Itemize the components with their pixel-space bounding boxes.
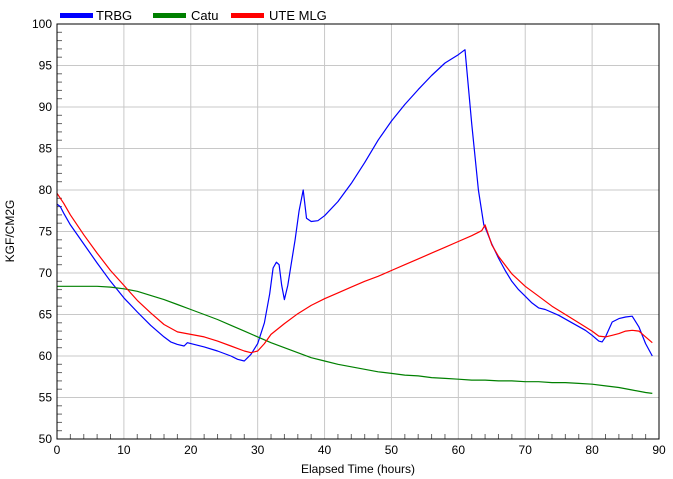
x-axis-label: Elapsed Time (hours)	[301, 462, 415, 476]
plot-frame	[56, 23, 660, 440]
legend-label-trbg: TRBG	[96, 8, 132, 23]
legend: TRBG Catu UTE MLG	[60, 8, 327, 23]
x-tick-label: 0	[54, 443, 61, 457]
x-tick-label: 10	[117, 443, 131, 457]
minor-ticks	[57, 31, 647, 439]
y-tick-label: 50	[39, 432, 53, 446]
x-tick-label: 80	[585, 443, 599, 457]
series-lines	[56, 49, 653, 394]
series-line-ute-mlg	[56, 192, 653, 354]
legend-label-catu: Catu	[191, 8, 218, 23]
x-tick-label: 70	[519, 443, 533, 457]
legend-label-ute-mlg: UTE MLG	[269, 8, 327, 23]
x-tick-label: 50	[385, 443, 399, 457]
y-tick-label: 80	[39, 183, 53, 197]
grid	[57, 24, 659, 439]
legend-swatch-ute-mlg	[231, 13, 264, 18]
x-tick-label: 40	[318, 443, 332, 457]
series-line-trbg	[56, 49, 653, 362]
y-tick-label: 75	[39, 225, 53, 239]
y-tick-label: 85	[39, 142, 53, 156]
y-tick-label: 95	[39, 59, 53, 73]
legend-swatch-trbg	[60, 13, 93, 18]
x-tick-label: 30	[251, 443, 265, 457]
y-tick-label: 65	[39, 308, 53, 322]
legend-item-ute-mlg: UTE MLG	[231, 8, 327, 23]
legend-item-catu: Catu	[153, 8, 218, 23]
legend-swatch-catu	[153, 13, 186, 18]
y-tick-label: 100	[32, 17, 52, 31]
y-tick-label: 55	[39, 391, 53, 405]
y-axis-label: KGF/CM2G	[3, 200, 17, 263]
y-tick-label: 70	[39, 266, 53, 280]
y-tick-labels: 50 55 60 65 70 75 80 85 90 95 100	[32, 17, 52, 446]
x-tick-label: 90	[652, 443, 666, 457]
legend-item-trbg: TRBG	[60, 8, 132, 23]
y-tick-label: 60	[39, 349, 53, 363]
x-tick-label: 20	[184, 443, 198, 457]
x-tick-label: 60	[452, 443, 466, 457]
x-tick-labels: 0 10 20 30 40 50 60 70 80 90	[54, 443, 666, 457]
y-tick-label: 90	[39, 100, 53, 114]
series-line-catu	[57, 285, 653, 394]
